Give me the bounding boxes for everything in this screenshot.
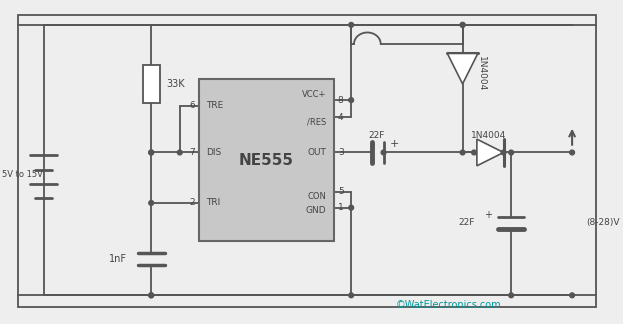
- Circle shape: [149, 201, 154, 205]
- Circle shape: [569, 293, 574, 298]
- Circle shape: [178, 150, 182, 155]
- Polygon shape: [477, 139, 503, 166]
- Text: 2: 2: [189, 198, 195, 207]
- Circle shape: [509, 150, 513, 155]
- Circle shape: [349, 293, 354, 298]
- Circle shape: [149, 150, 154, 155]
- Text: (8-28)V: (8-28)V: [586, 218, 620, 227]
- Text: 5V to 15V: 5V to 15V: [2, 170, 43, 179]
- Text: 3: 3: [338, 148, 343, 157]
- Text: 1: 1: [338, 203, 343, 212]
- Circle shape: [149, 293, 154, 298]
- Bar: [199, 79, 334, 241]
- Text: CON: CON: [308, 192, 326, 201]
- Text: 1nF: 1nF: [110, 254, 127, 264]
- Text: GND: GND: [306, 206, 326, 215]
- Text: 22F: 22F: [459, 218, 475, 227]
- Circle shape: [569, 150, 574, 155]
- Text: 33K: 33K: [166, 79, 185, 89]
- Text: OUT: OUT: [308, 148, 326, 157]
- Circle shape: [349, 98, 354, 102]
- Text: VCC+: VCC+: [302, 90, 326, 99]
- Text: NE555: NE555: [239, 153, 294, 168]
- Circle shape: [460, 22, 465, 27]
- Circle shape: [460, 22, 465, 27]
- Circle shape: [149, 293, 154, 298]
- Circle shape: [149, 150, 154, 155]
- Circle shape: [349, 22, 354, 27]
- Text: 6: 6: [189, 101, 195, 110]
- Text: 7: 7: [189, 148, 195, 157]
- Text: ©WatElectronics.com: ©WatElectronics.com: [396, 300, 501, 310]
- Text: /RES: /RES: [307, 118, 326, 126]
- Text: 4: 4: [338, 113, 343, 122]
- Text: +: +: [389, 139, 399, 149]
- Circle shape: [509, 293, 513, 298]
- Text: 1N4004: 1N4004: [471, 131, 506, 140]
- Text: 22F: 22F: [369, 131, 385, 140]
- Text: TRE: TRE: [206, 101, 224, 110]
- Circle shape: [381, 150, 386, 155]
- Bar: [143, 65, 159, 103]
- Text: +: +: [484, 210, 492, 220]
- Text: 5: 5: [338, 187, 343, 196]
- Polygon shape: [447, 53, 478, 84]
- Circle shape: [349, 205, 354, 210]
- Circle shape: [472, 150, 477, 155]
- Text: 8: 8: [338, 96, 343, 105]
- Text: 1N4004: 1N4004: [477, 56, 486, 91]
- Text: TRI: TRI: [206, 198, 221, 207]
- Circle shape: [501, 150, 506, 155]
- Circle shape: [460, 150, 465, 155]
- Text: DIS: DIS: [206, 148, 222, 157]
